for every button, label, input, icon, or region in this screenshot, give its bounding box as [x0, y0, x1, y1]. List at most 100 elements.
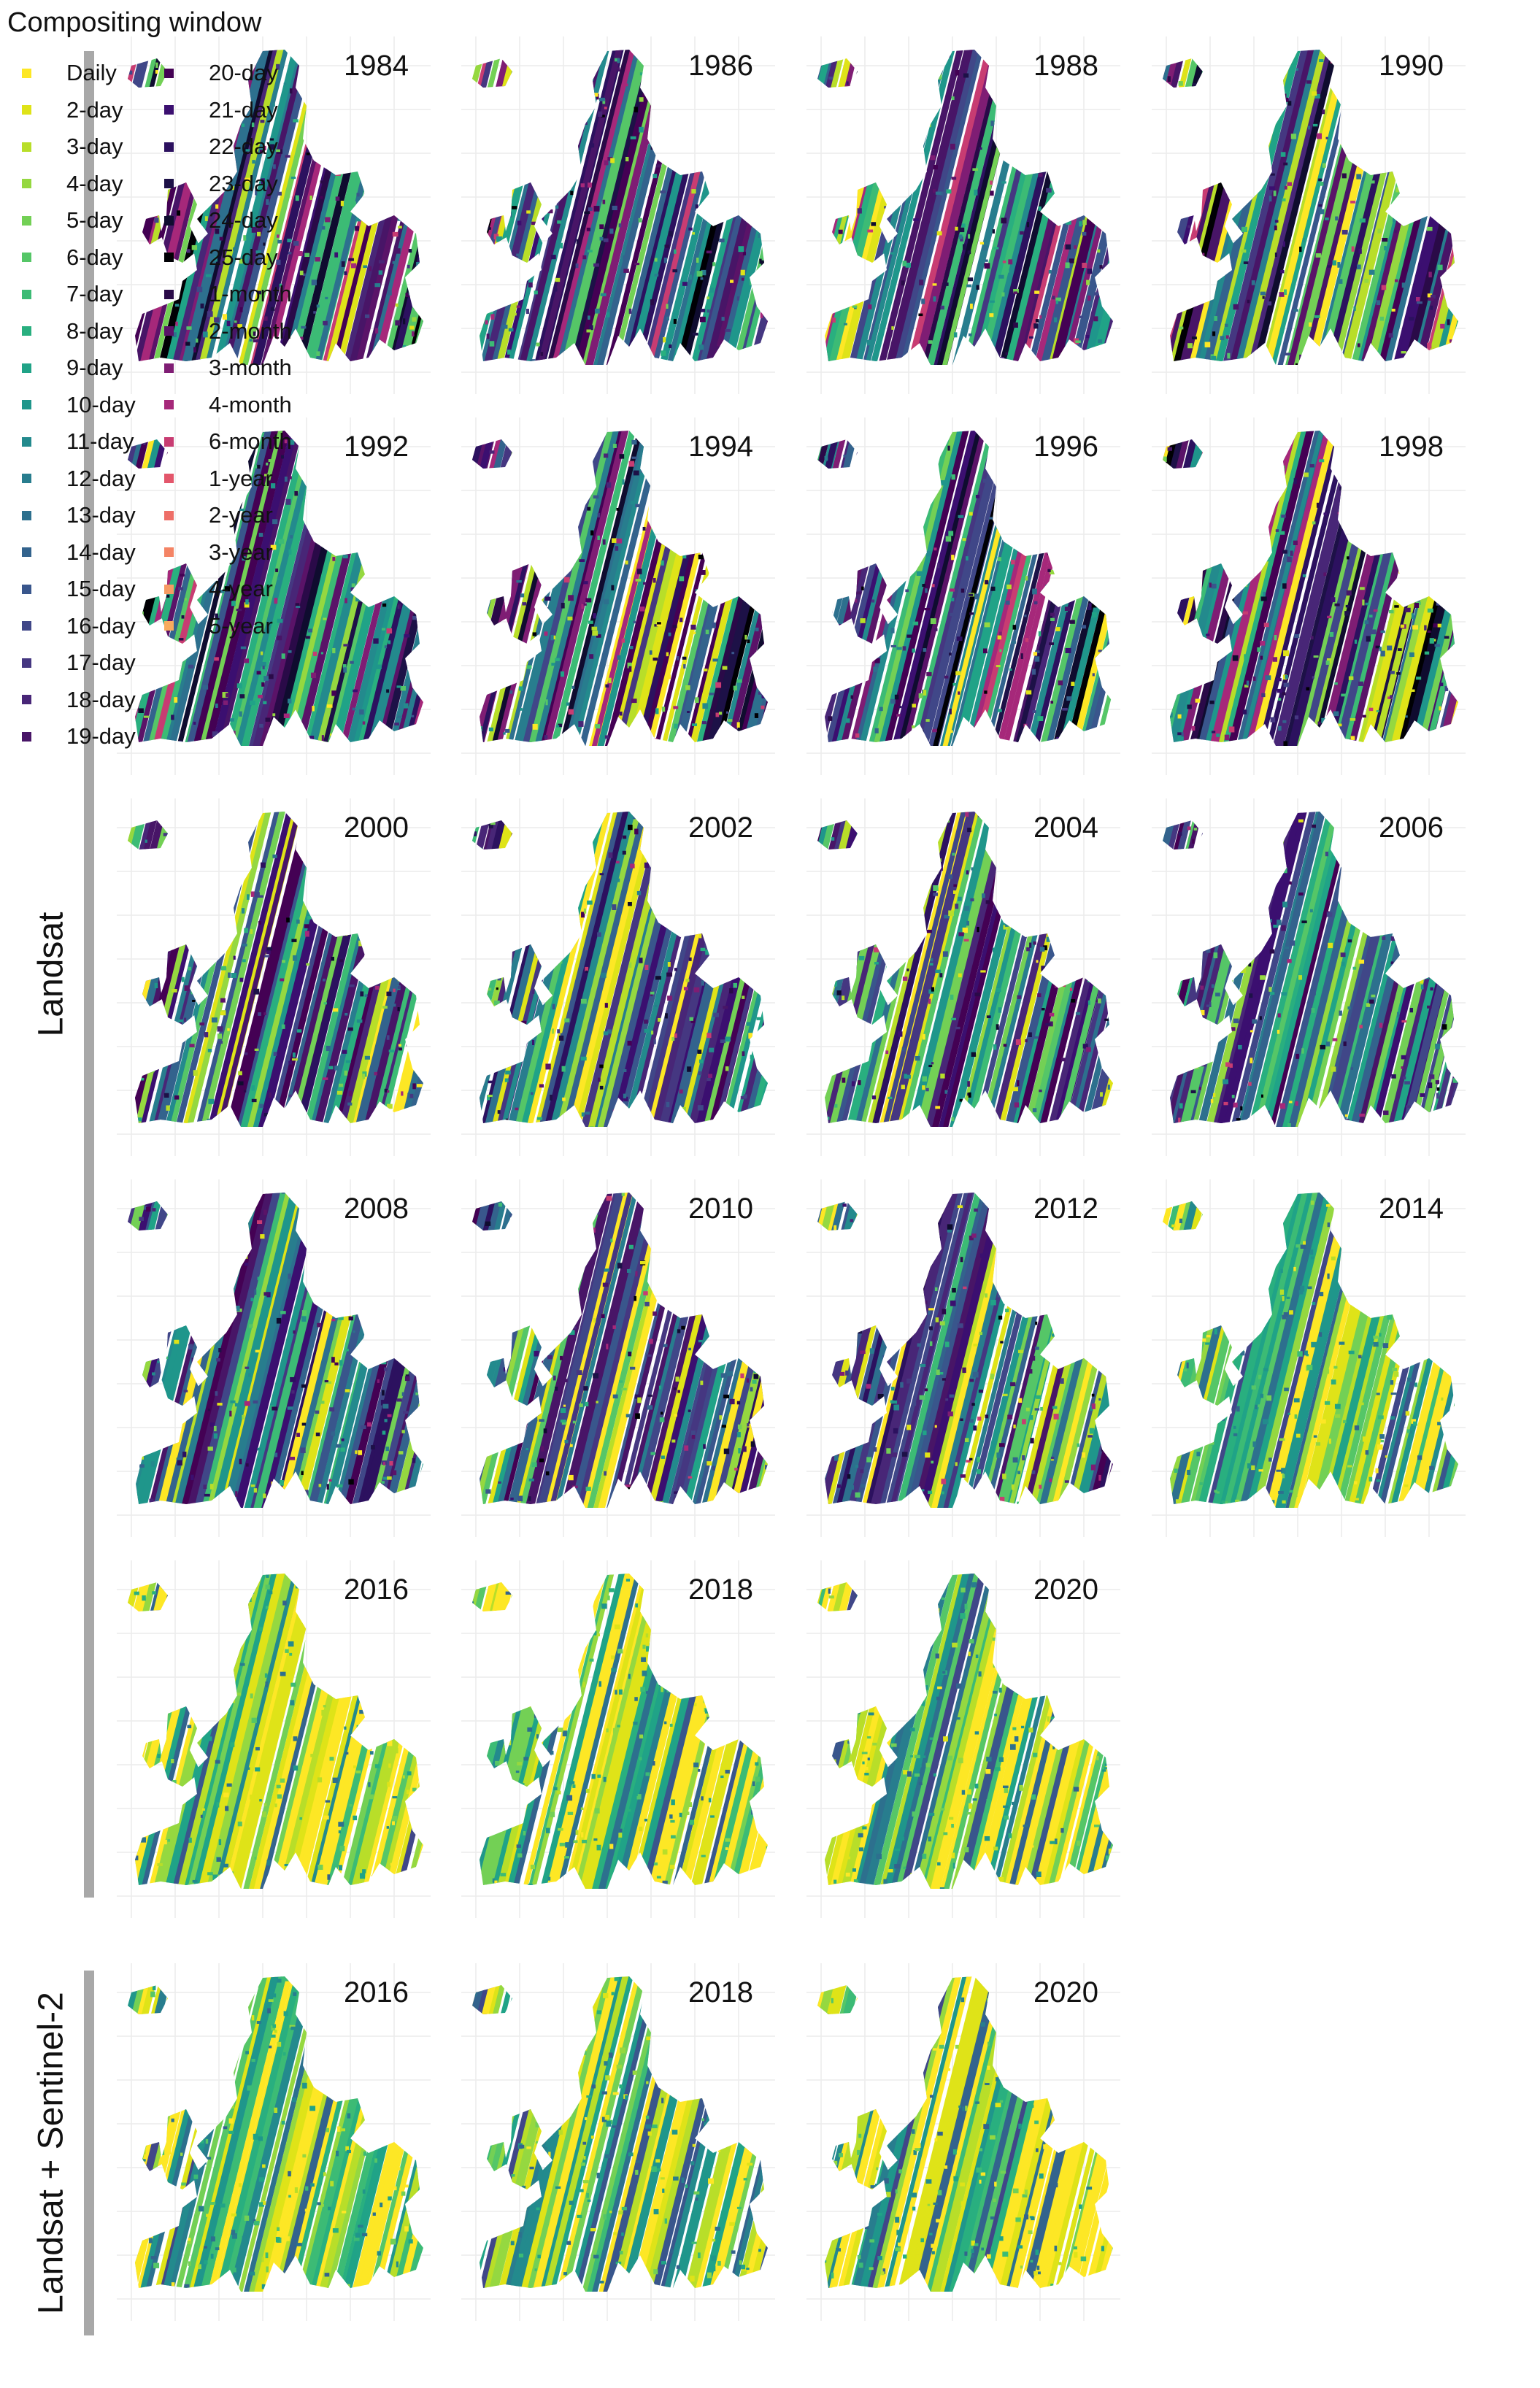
map-panel: 2000 — [117, 798, 431, 1156]
legend-label: 1-month — [209, 281, 292, 307]
legend-swatch — [22, 326, 31, 336]
composite-window-map — [1152, 798, 1466, 1156]
legend-item: 11-day — [22, 423, 134, 460]
map-panel: 1992 — [117, 417, 431, 775]
composite-window-map — [461, 798, 775, 1156]
map-panel: 1986 — [461, 36, 775, 394]
legend-item: 23-day — [164, 166, 278, 202]
legend-swatch — [22, 363, 31, 373]
legend-item: 2-year — [164, 497, 273, 534]
legend-swatch — [164, 436, 174, 447]
panel-year-label: 1986 — [688, 50, 753, 82]
legend-label: 20-day — [209, 60, 278, 85]
legend-title: Compositing window — [7, 7, 262, 38]
legend-label: 12-day — [66, 465, 136, 491]
composite-window-map — [461, 1963, 775, 2321]
map-panel: 2016 — [117, 1963, 431, 2321]
map-panel: 2018 — [461, 1560, 775, 1918]
panel-year-label: 1990 — [1379, 50, 1444, 82]
legend-item: 3-month — [164, 350, 292, 386]
panel-year-label: 2018 — [688, 1574, 753, 1606]
legend-swatch — [164, 105, 174, 115]
legend-item: 8-day — [22, 313, 123, 350]
legend-item: 18-day — [22, 682, 136, 718]
map-landmass — [128, 812, 423, 1127]
legend-label: 4-month — [209, 391, 292, 417]
legend-label: 4-day — [66, 170, 123, 196]
legend-label: 3-year — [209, 539, 273, 565]
composite-window-map — [461, 417, 775, 775]
legend-item: 4-month — [164, 387, 292, 423]
legend-swatch — [22, 731, 31, 742]
composite-window-map — [806, 36, 1120, 394]
panel-year-label: 2002 — [688, 812, 753, 844]
map-landmass — [817, 1976, 1113, 2292]
map-landmass — [472, 1574, 768, 1889]
legend-label: 5-year — [209, 612, 273, 639]
legend-swatch — [164, 547, 174, 557]
panel-year-label: 2018 — [688, 1976, 753, 2008]
panel-year-label: 1992 — [344, 431, 409, 463]
legend-label: 23-day — [209, 170, 278, 196]
map-landmass — [128, 1193, 423, 1508]
composite-window-map — [117, 1963, 431, 2321]
legend-item: 12-day — [22, 461, 136, 497]
legend-label: 3-month — [209, 355, 292, 380]
panel-year-label: 2006 — [1379, 812, 1444, 844]
legend-swatch — [22, 142, 31, 152]
legend-label: 7-day — [66, 281, 123, 307]
map-panel: 1996 — [806, 417, 1120, 775]
legend-label: 21-day — [209, 96, 278, 123]
legend-swatch — [164, 179, 174, 188]
composite-window-map — [461, 36, 775, 394]
map-panel: 1988 — [806, 36, 1120, 394]
map-panel: 2020 — [806, 1963, 1120, 2321]
legend-swatch — [164, 289, 174, 299]
legend-swatch — [22, 68, 31, 78]
legend-label: 4-year — [209, 576, 273, 601]
map-landmass — [128, 1976, 423, 2292]
map-landmass — [817, 431, 1113, 746]
map-panel: 1998 — [1152, 417, 1466, 775]
legend-swatch — [164, 326, 174, 336]
map-landmass — [472, 431, 768, 746]
map-panel: 2004 — [806, 798, 1120, 1156]
panel-year-label: 2014 — [1379, 1193, 1444, 1225]
map-landmass — [1163, 812, 1458, 1127]
legend-label: 24-day — [209, 207, 278, 233]
legend-item: 19-day — [22, 718, 136, 755]
panel-year-label: 1994 — [688, 431, 753, 463]
panel-year-label: 2004 — [1033, 812, 1098, 844]
panel-year-label: 1984 — [344, 50, 409, 82]
legend-swatch — [164, 621, 174, 631]
legend-item: 5-year — [164, 608, 273, 644]
map-landmass — [817, 1193, 1113, 1508]
legend-item: 25-day — [164, 239, 278, 276]
legend-swatch — [22, 289, 31, 299]
map-panel: 2018 — [461, 1963, 775, 2321]
legend-item: 16-day — [22, 608, 136, 644]
legend-label: 10-day — [66, 391, 136, 417]
composite-window-map — [117, 36, 431, 394]
composite-window-map — [117, 417, 431, 775]
map-landmass — [817, 1574, 1113, 1889]
panel-year-label: 1988 — [1033, 50, 1098, 82]
legend-item: 4-year — [164, 571, 273, 607]
panel-year-label: 2000 — [344, 812, 409, 844]
map-panel: 2010 — [461, 1179, 775, 1537]
legend-item: 2-month — [164, 313, 292, 350]
legend-item: 1-year — [164, 461, 273, 497]
legend-item: 2-day — [22, 92, 123, 128]
legend-swatch — [22, 474, 31, 483]
composite-window-map — [806, 1560, 1120, 1918]
legend-label: 18-day — [66, 686, 136, 712]
panel-year-label: 2012 — [1033, 1193, 1098, 1225]
legend-label: 14-day — [66, 539, 136, 565]
legend-item: 7-day — [22, 276, 123, 312]
legend-item: 3-year — [164, 534, 273, 571]
legend-item: 10-day — [22, 387, 136, 423]
legend-swatch — [22, 105, 31, 115]
composite-window-map — [117, 798, 431, 1156]
legend-label: 19-day — [66, 723, 136, 749]
map-panel: 2006 — [1152, 798, 1466, 1156]
